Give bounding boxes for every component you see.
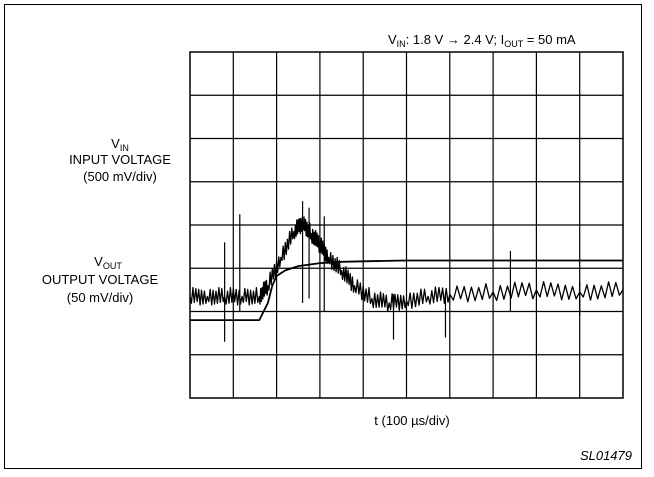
scope-grid <box>189 51 624 399</box>
figure-id: SL01479 <box>580 448 632 463</box>
figure-frame <box>4 4 642 469</box>
vout-series-title: OUTPUT VOLTAGE <box>42 272 159 287</box>
vin-series-label: VIN <box>111 136 129 153</box>
vin-trace <box>190 259 623 322</box>
vin-series-title: INPUT VOLTAGE <box>69 152 171 167</box>
x-axis-label: t (100 µs/div) <box>374 413 449 428</box>
condition-label: VIN: 1.8 V → 2.4 V; IOUT = 50 mA <box>388 32 576 49</box>
vout-scale-label: (50 mV/div) <box>67 290 133 305</box>
vout-series-label: VOUT <box>94 254 122 271</box>
vin-scale-label: (500 mV/div) <box>83 169 157 184</box>
vout-trace <box>189 216 624 312</box>
